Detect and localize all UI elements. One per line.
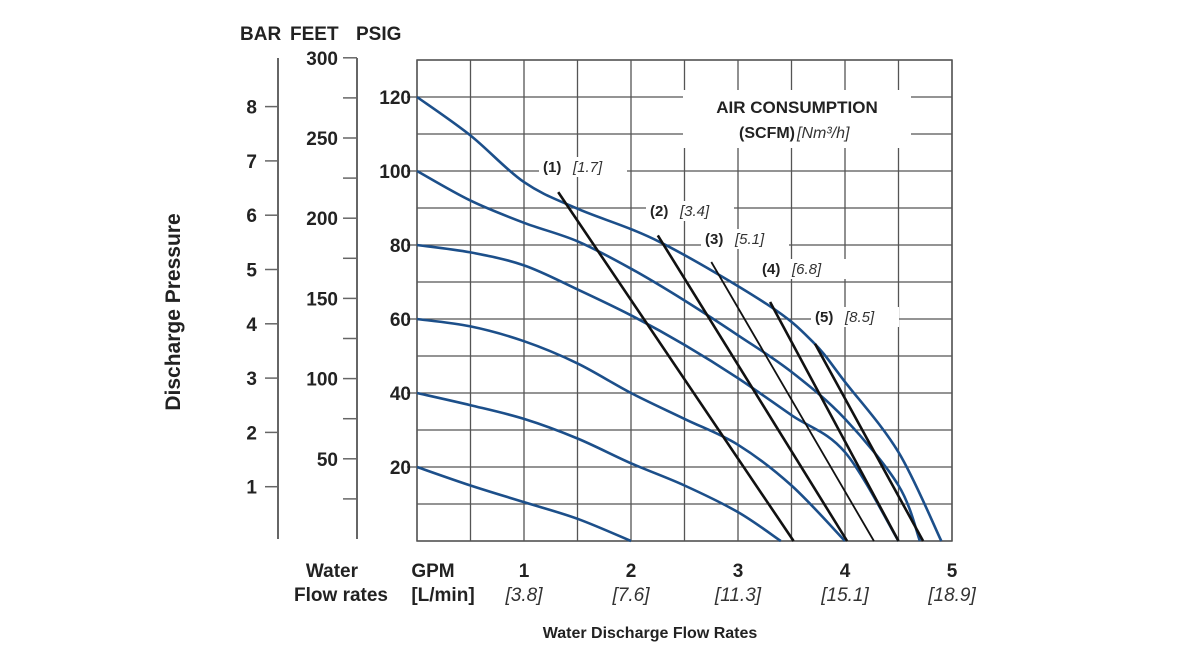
x-tick-label: 3 — [733, 561, 744, 582]
air-label-background — [646, 201, 734, 221]
x-tick-label: 2 — [626, 561, 637, 582]
air-label-scfm: (1) — [543, 159, 561, 176]
x-tick-label-lmin: [7.6] — [612, 585, 651, 606]
bar-tick-label: 2 — [246, 423, 257, 444]
bar-tick-label: 8 — [246, 98, 257, 119]
x-tick-label: 4 — [840, 561, 851, 582]
air-label-scfm: (3) — [705, 231, 723, 248]
air-label-background — [811, 307, 899, 327]
bar-tick-label: 5 — [246, 261, 257, 282]
axis-header-feet: FEET — [290, 24, 339, 45]
air-label-background — [539, 157, 627, 177]
x-label-water: Water — [306, 561, 359, 582]
psig-tick-label: 100 — [379, 162, 411, 183]
air-consumption-line — [710, 261, 875, 542]
axis-header-psig: PSIG — [356, 24, 401, 45]
air-label-nm3h: [8.5] — [844, 309, 875, 326]
air-label-background — [758, 259, 846, 279]
air-consumption-line — [557, 191, 795, 542]
air-consumption-line — [768, 301, 900, 542]
x-tick-label-lmin: [11.3] — [714, 585, 762, 606]
bar-tick-label: 1 — [246, 478, 257, 499]
feet-tick-label: 50 — [317, 450, 338, 471]
x-tick-label: 5 — [947, 561, 958, 582]
x-unit-lmin: [L/min] — [411, 585, 474, 606]
pressure-curve — [416, 317, 846, 542]
x-tick-label-lmin: [15.1] — [820, 585, 869, 606]
feet-tick-label: 300 — [306, 49, 338, 70]
air-label-nm3h: [5.1] — [734, 231, 765, 248]
legend-title: AIR CONSUMPTION — [716, 98, 878, 117]
x-unit-gpm: GPM — [411, 561, 454, 582]
air-label-nm3h: [6.8] — [791, 261, 822, 278]
air-consumption-line — [813, 343, 925, 542]
air-label-background — [701, 229, 789, 249]
psig-tick-label: 40 — [390, 384, 411, 405]
legend-unit-scfm: (SCFM) — [739, 125, 795, 142]
plot-frame — [416, 59, 953, 542]
bar-tick-label: 3 — [246, 369, 257, 390]
air-label-nm3h: [3.4] — [679, 203, 710, 220]
bar-tick-label: 6 — [246, 206, 257, 227]
bar-tick-label: 7 — [246, 152, 257, 173]
pressure-curve — [416, 391, 782, 543]
psig-tick-label: 60 — [390, 310, 411, 331]
psig-tick-label: 120 — [379, 88, 411, 109]
air-label-scfm: (4) — [762, 261, 780, 278]
feet-tick-label: 100 — [306, 370, 338, 391]
pressure-curve — [416, 465, 632, 543]
chart-title: Water Discharge Flow Rates — [543, 625, 758, 642]
psig-tick-label: 20 — [390, 458, 411, 479]
air-label-nm3h: [1.7] — [572, 159, 603, 176]
axis-header-bar: BAR — [240, 24, 281, 45]
air-consumption-line — [656, 234, 849, 542]
air-label-scfm: (5) — [815, 309, 833, 326]
legend-background — [683, 90, 911, 148]
x-label-flow-rates: Flow rates — [294, 585, 388, 606]
psig-tick-label: 80 — [390, 236, 411, 257]
x-tick-label-lmin: [3.8] — [505, 585, 544, 606]
x-tick-label-lmin: [18.9] — [927, 585, 976, 606]
legend-unit-nm3h: [Nm³/h] — [796, 125, 850, 142]
air-label-scfm: (2) — [650, 203, 668, 220]
feet-tick-label: 200 — [306, 209, 338, 230]
pressure-curve — [416, 169, 922, 542]
pressure-curve — [416, 95, 943, 542]
feet-tick-label: 150 — [306, 289, 338, 310]
x-tick-label: 1 — [519, 561, 530, 582]
feet-tick-label: 250 — [306, 129, 338, 150]
pressure-curve — [416, 243, 900, 542]
bar-tick-label: 4 — [246, 315, 257, 336]
y-axis-title: Discharge Pressure — [162, 213, 185, 410]
